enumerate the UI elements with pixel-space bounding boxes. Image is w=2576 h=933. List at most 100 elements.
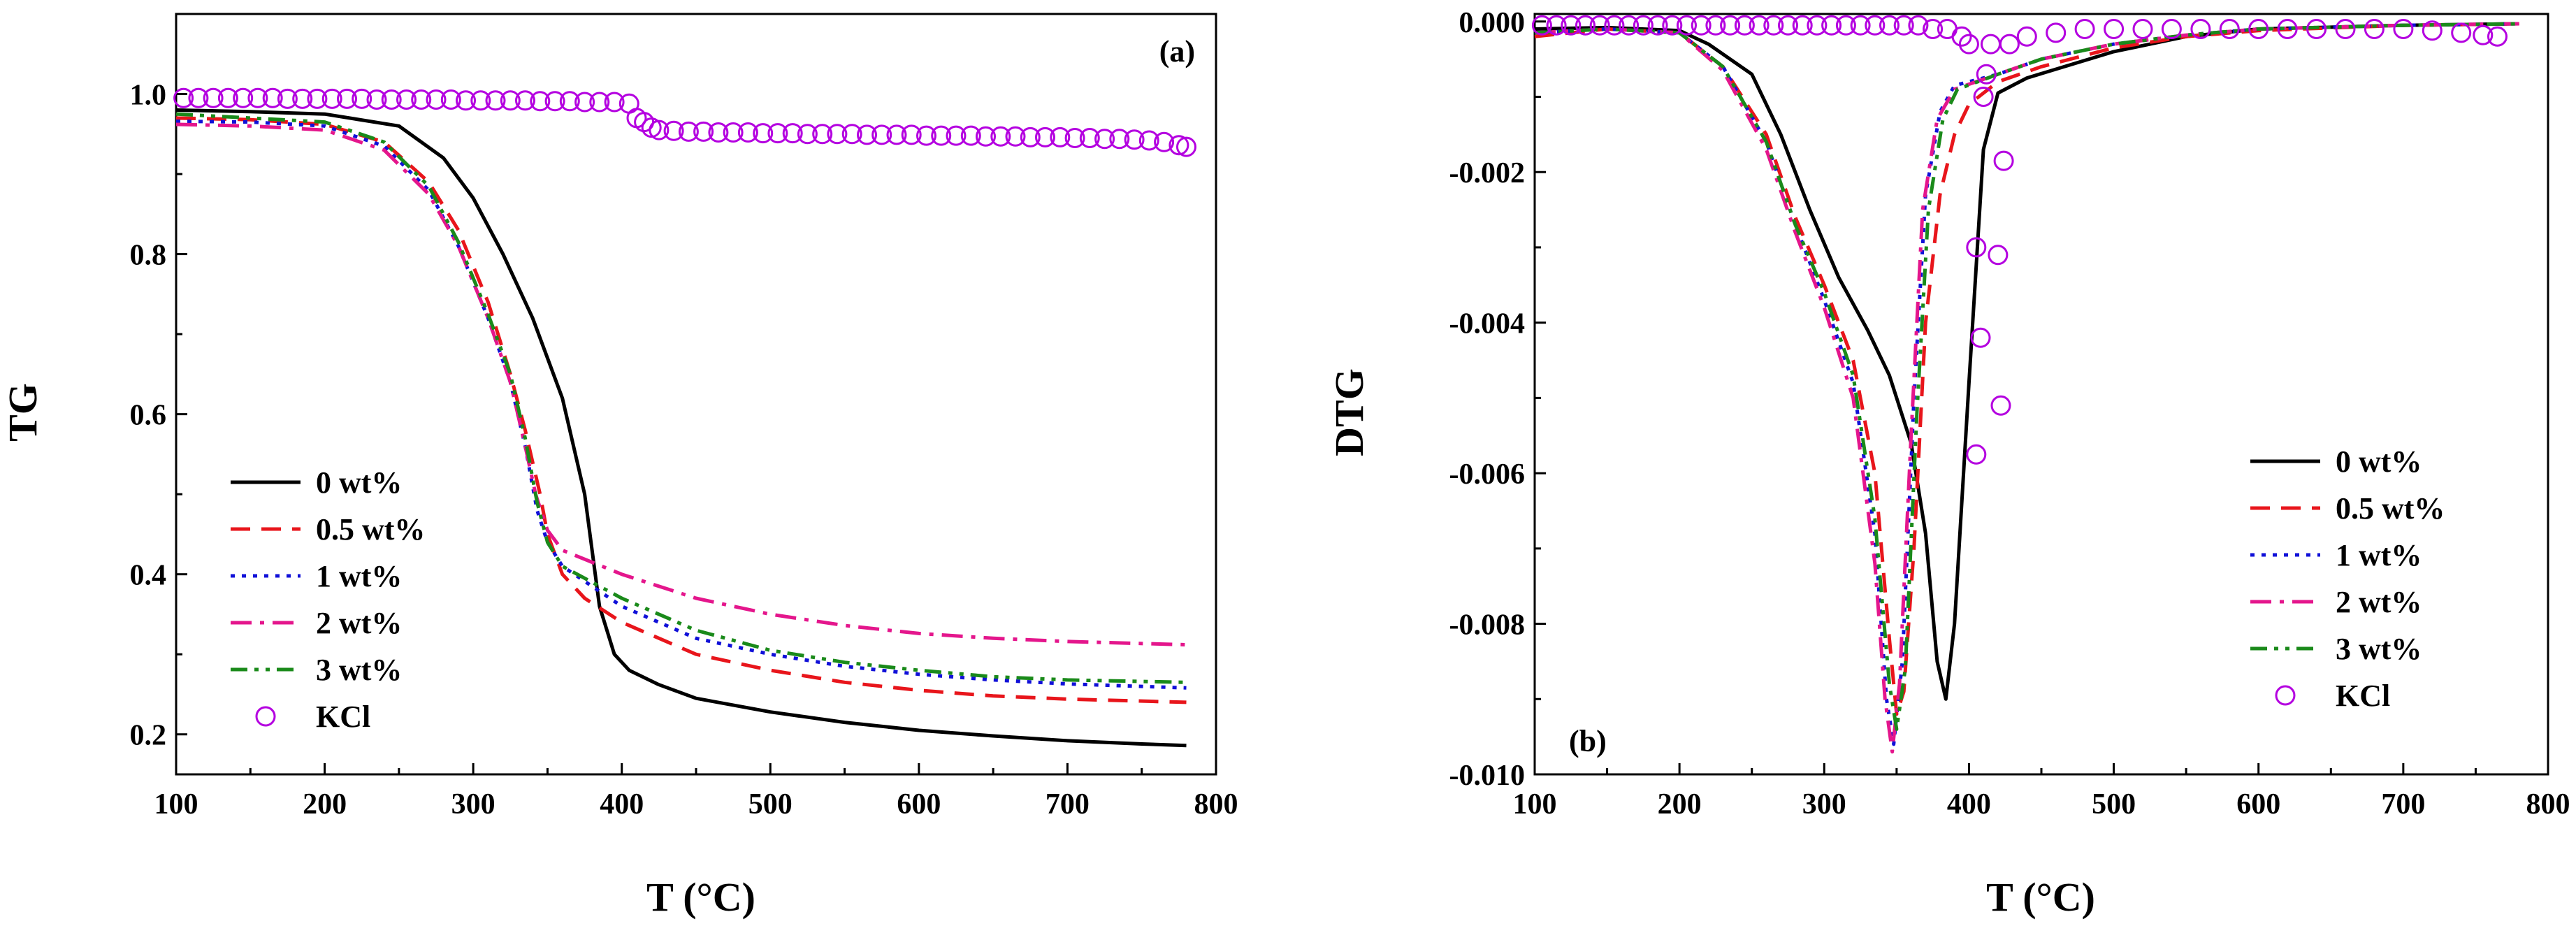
tg-kcl-point bbox=[663, 120, 684, 141]
tg-kcl-point bbox=[515, 90, 535, 111]
tg-kcl-point bbox=[396, 89, 417, 110]
tg-x-tick-label: 300 bbox=[451, 788, 495, 820]
tg-kcl-point bbox=[1109, 129, 1130, 150]
tg-kcl-point bbox=[366, 89, 387, 110]
dtg-x-tick-label: 700 bbox=[2381, 788, 2425, 820]
tg-kcl-point bbox=[782, 123, 803, 144]
tg-series-2wt bbox=[175, 122, 1187, 646]
dtg-legend-label: 0.5 wt% bbox=[2336, 491, 2445, 526]
tg-x-tick-label: 500 bbox=[748, 788, 793, 820]
dtg-legend-label: 3 wt% bbox=[2336, 632, 2422, 666]
tg-kcl-point bbox=[693, 121, 714, 142]
tg-kcl-point bbox=[797, 124, 818, 145]
tg-kcl-point bbox=[1079, 128, 1100, 148]
tg-kcl-point bbox=[1035, 126, 1055, 147]
tg-series-0wt bbox=[175, 108, 1187, 748]
tg-kcl-point bbox=[1124, 129, 1145, 150]
tg-y-axis-label: TG bbox=[0, 383, 45, 442]
dtg-x-tick-label: 800 bbox=[2526, 788, 2570, 820]
tg-kcl-point bbox=[292, 88, 313, 109]
tg-kcl-point bbox=[307, 88, 328, 109]
dtg-kcl-point bbox=[1662, 15, 1683, 36]
tg-kcl-point bbox=[233, 87, 254, 108]
dtg-kcl-point bbox=[1821, 15, 1842, 36]
tg-kcl-point bbox=[1168, 135, 1189, 156]
tg-kcl-point bbox=[1050, 126, 1071, 147]
dtg-panel: DTG T (°C) (b) 100 200 300 400 500 600 700 800 -… bbox=[1326, 7, 2570, 920]
dtg-kcl-point bbox=[2306, 19, 2327, 39]
tg-x-axis-label: T (°C) bbox=[646, 874, 755, 920]
dtg-kcl-point bbox=[1792, 15, 1813, 36]
tg-kcl-point bbox=[381, 89, 402, 110]
dtg-kcl-point bbox=[2074, 19, 2095, 39]
tg-kcl-point bbox=[277, 88, 298, 109]
dtg-kcl-point bbox=[2161, 19, 2182, 39]
tg-kcl-point bbox=[604, 92, 625, 113]
dtg-kcl-point bbox=[1734, 15, 1755, 36]
tg-kcl-point bbox=[337, 88, 357, 109]
tg-y-tick-label: 0.4 bbox=[130, 560, 167, 592]
tg-kcl-point bbox=[1020, 126, 1041, 147]
dtg-kcl-point bbox=[1720, 15, 1741, 36]
dtg-series-3wt bbox=[1534, 22, 2519, 731]
dtg-x-tick-label: 100 bbox=[1513, 788, 1557, 820]
tg-kcl-point bbox=[857, 124, 877, 145]
dtg-kcl-point bbox=[1958, 34, 1979, 55]
tg-kcl-point bbox=[886, 124, 907, 145]
tg-kcl-point bbox=[871, 124, 892, 145]
tg-kcl-point bbox=[723, 122, 744, 143]
tg-panel-label: (a) bbox=[1159, 34, 1195, 68]
dtg-kcl-point bbox=[1973, 87, 1994, 107]
tg-kcl-point bbox=[203, 87, 224, 108]
dtg-legend-label: 2 wt% bbox=[2336, 585, 2422, 619]
tg-x-tick-label: 600 bbox=[897, 788, 941, 820]
dtg-kcl-point bbox=[1531, 15, 1552, 36]
dtg-kcl-point bbox=[1999, 34, 2020, 55]
dtg-legend-kcl-marker bbox=[2275, 685, 2296, 706]
dtg-kcl-point bbox=[1633, 15, 1654, 36]
dtg-x-axis-label: T (°C) bbox=[1986, 874, 2095, 920]
tg-kcl-point bbox=[1154, 131, 1175, 152]
dtg-series-0wt bbox=[1534, 22, 2519, 701]
dtg-kcl-point bbox=[2451, 22, 2472, 43]
tg-legend-label: 0.5 wt% bbox=[316, 512, 425, 547]
dtg-series-0-5wt bbox=[1534, 22, 2519, 716]
tg-kcl-point bbox=[960, 125, 981, 146]
tg-kcl-point bbox=[931, 125, 952, 146]
dtg-y-tick-label: -0.004 bbox=[1449, 308, 1526, 340]
tg-kcl-point bbox=[1005, 126, 1026, 147]
tg-kcl-point bbox=[901, 124, 922, 145]
tg-kcl-point bbox=[217, 87, 238, 108]
dtg-kcl-point bbox=[2393, 19, 2414, 39]
dtg-panel-label: (b) bbox=[1569, 724, 1607, 758]
dtg-kcl-point bbox=[2046, 22, 2067, 43]
tg-x-tick-label: 100 bbox=[154, 788, 198, 820]
dtg-kcl-point bbox=[2219, 19, 2240, 39]
dtg-kcl-point bbox=[2364, 19, 2385, 39]
dtg-kcl-point bbox=[2277, 19, 2298, 39]
dtg-kcl-point bbox=[1976, 64, 1997, 85]
dtg-y-tick-label: -0.006 bbox=[1449, 458, 1526, 491]
dtg-kcl-point bbox=[1647, 15, 1668, 36]
tg-legend-label: 0 wt% bbox=[316, 465, 402, 500]
tg-kcl-point bbox=[841, 124, 862, 145]
tg-legend-label: 1 wt% bbox=[316, 559, 402, 593]
tg-kcl-point bbox=[589, 92, 610, 113]
tg-kcl-point bbox=[500, 90, 521, 111]
tg-y-tick-label: 0.8 bbox=[130, 240, 167, 272]
tg-kcl-point bbox=[990, 126, 1011, 147]
tg-kcl-point bbox=[188, 87, 209, 108]
dtg-kcl-point bbox=[1990, 395, 2011, 416]
dtg-kcl-point bbox=[1546, 15, 1567, 36]
tg-x-tick-label: 700 bbox=[1045, 788, 1090, 820]
dtg-kcl-point bbox=[1589, 15, 1610, 36]
dtg-legend-label: KCl bbox=[2336, 679, 2390, 713]
dtg-kcl-point bbox=[1988, 245, 2009, 266]
dtg-kcl-point bbox=[1575, 15, 1595, 36]
tg-legend-label: KCl bbox=[316, 700, 370, 734]
tg-kcl-point bbox=[411, 89, 432, 110]
dtg-kcl-point bbox=[1981, 34, 2001, 55]
tg-kcl-point bbox=[827, 124, 848, 145]
dtg-kcl-point bbox=[1908, 15, 1929, 36]
dtg-kcl-point bbox=[2104, 19, 2125, 39]
